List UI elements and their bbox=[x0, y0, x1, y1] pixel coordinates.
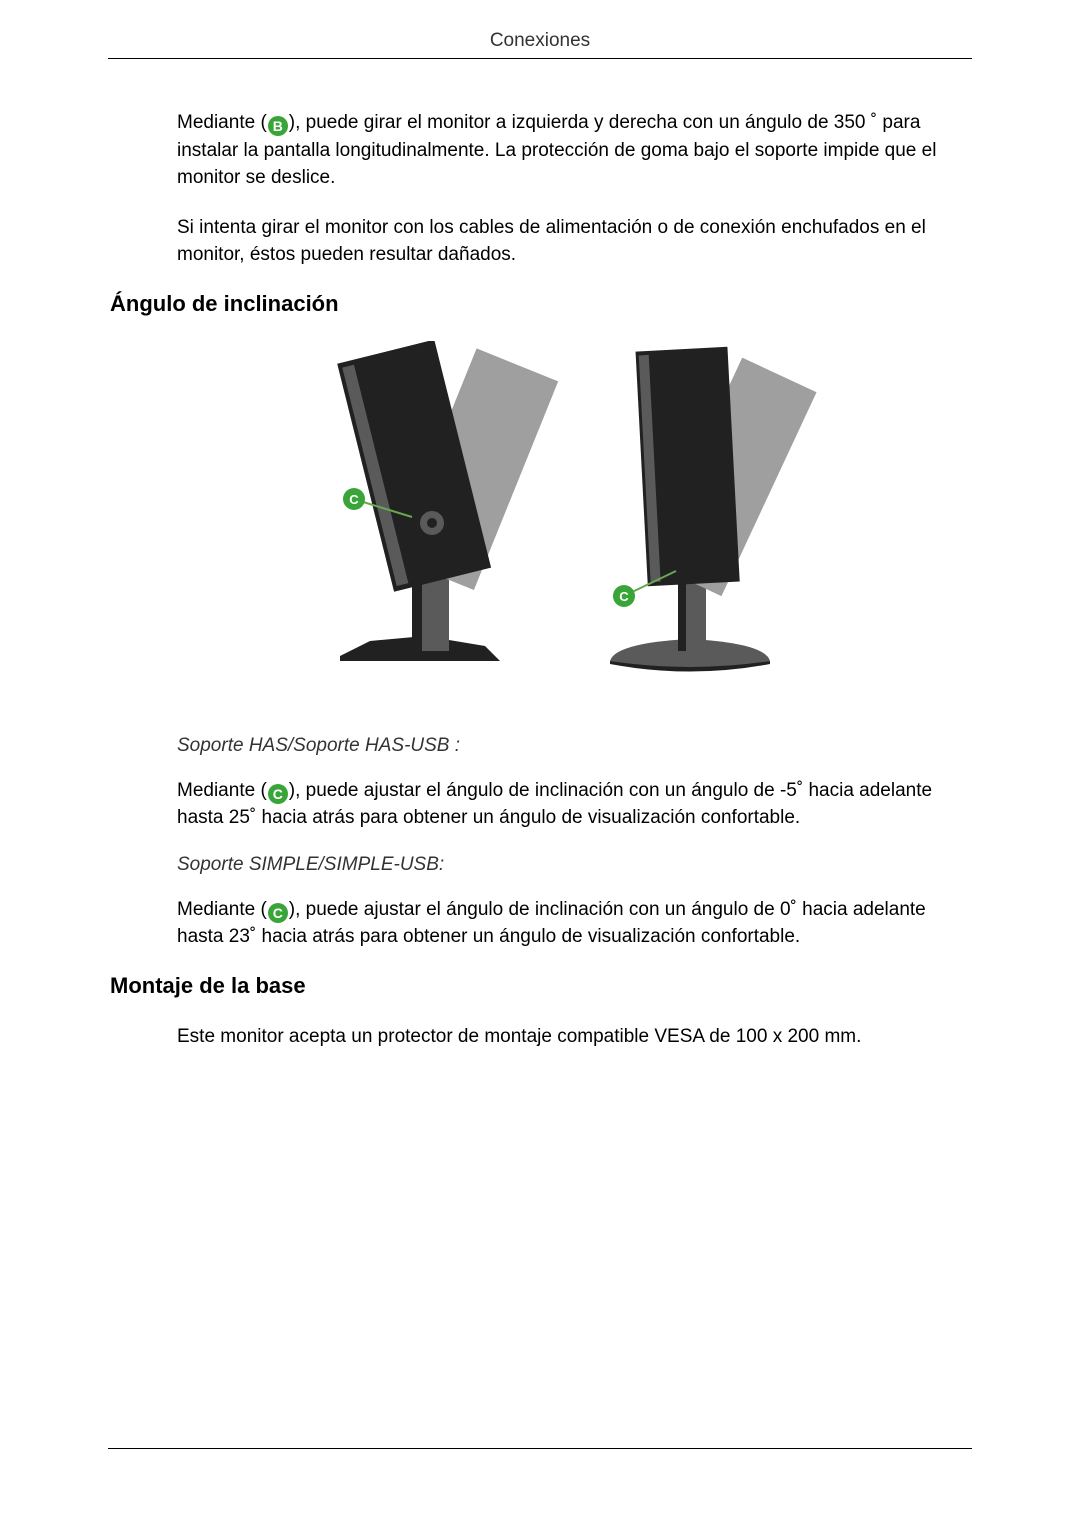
text-fragment: Mediante ( bbox=[177, 780, 267, 801]
monitor-tilt-svg: C bbox=[260, 341, 820, 701]
intro-paragraph-1: Mediante (B), puede girar el monitor a i… bbox=[177, 109, 970, 192]
intro-paragraph-2: Si intenta girar el monitor con los cabl… bbox=[177, 214, 970, 269]
section-heading-base: Montaje de la base bbox=[110, 973, 980, 999]
page: Conexiones Mediante (B), puede girar el … bbox=[0, 0, 1080, 1527]
badge-b-icon: B bbox=[268, 116, 288, 136]
text-fragment: Mediante ( bbox=[177, 112, 267, 133]
footer-divider bbox=[108, 1448, 972, 1449]
base-paragraph-1: Este monitor acepta un protector de mont… bbox=[177, 1023, 970, 1051]
figure-badge-right: C bbox=[619, 589, 629, 604]
page-header-title: Conexiones bbox=[108, 30, 972, 59]
tilt-paragraph-2: Mediante (C), puede ajustar el ángulo de… bbox=[177, 896, 970, 951]
subheading-has: Soporte HAS/Soporte HAS-USB : bbox=[177, 735, 970, 757]
intro-block: Mediante (B), puede girar el monitor a i… bbox=[177, 109, 970, 269]
text-fragment: ), puede girar el monitor a izquierda y … bbox=[177, 112, 936, 188]
monitor-illustration: C bbox=[260, 341, 820, 706]
section-heading-tilt: Ángulo de inclinación bbox=[110, 291, 980, 317]
tilt-paragraph-1: Mediante (C), puede ajustar el ángulo de… bbox=[177, 777, 970, 832]
tilt-figure: C bbox=[100, 341, 980, 721]
tilt-text-block: Soporte HAS/Soporte HAS-USB : Mediante (… bbox=[177, 735, 970, 951]
text-fragment: ), puede ajustar el ángulo de inclinació… bbox=[177, 780, 932, 829]
subheading-simple: Soporte SIMPLE/SIMPLE-USB: bbox=[177, 854, 970, 876]
text-fragment: ), puede ajustar el ángulo de inclinació… bbox=[177, 899, 926, 948]
figure-badge-left: C bbox=[349, 492, 359, 507]
badge-c-icon: C bbox=[268, 903, 288, 923]
base-text-block: Este monitor acepta un protector de mont… bbox=[177, 1023, 970, 1051]
text-fragment: Mediante ( bbox=[177, 899, 267, 920]
badge-c-icon: C bbox=[268, 784, 288, 804]
